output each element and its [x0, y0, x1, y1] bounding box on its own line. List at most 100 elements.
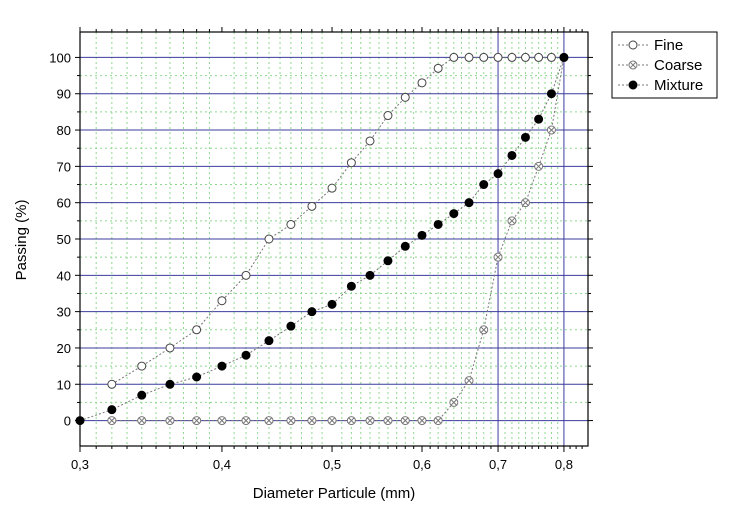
data-point-coarse	[346, 416, 356, 426]
data-point-mixture	[307, 307, 317, 317]
data-point-fine	[107, 379, 117, 389]
data-point-mixture	[534, 114, 544, 124]
data-point-mixture	[346, 281, 356, 291]
y-tick-label: 50	[57, 232, 71, 247]
legend-marker-mixture	[628, 80, 638, 90]
marker-cross	[465, 377, 473, 384]
x-tick-label: 0,3	[71, 457, 89, 472]
data-point-coarse	[165, 416, 175, 426]
y-axis-title: Passing (%)	[13, 200, 30, 281]
marker-cross	[535, 163, 542, 170]
data-point-fine	[520, 52, 530, 62]
data-point-fine	[307, 201, 317, 211]
marker-cross	[328, 417, 336, 424]
data-point-fine	[464, 52, 474, 62]
x-tick-label: 0,5	[323, 457, 341, 472]
x-axis-title: Diameter Particule (mm)	[253, 485, 416, 502]
legend: Fine Coarse Mixture	[611, 31, 718, 99]
marker-cross	[629, 61, 637, 69]
data-point-fine	[327, 183, 337, 193]
data-point-mixture	[464, 198, 474, 208]
axis-titles: Diameter Particule (mm) Passing (%)	[13, 200, 415, 502]
data-point-mixture	[400, 241, 410, 251]
y-tick-label: 100	[49, 50, 71, 65]
marker-cross	[450, 399, 457, 406]
data-point-mixture	[217, 361, 227, 371]
legend-marker-fine	[628, 40, 638, 50]
x-tick-label: 0,6	[413, 457, 431, 472]
marker-cross	[418, 417, 426, 424]
y-tick-label: 70	[57, 159, 71, 174]
y-tick-label: 20	[57, 341, 71, 356]
data-point-fine	[346, 158, 356, 168]
marker-cross	[384, 417, 392, 424]
marker-cross	[287, 417, 295, 424]
y-tick-label: 90	[57, 87, 71, 102]
marker-cross	[138, 417, 145, 424]
data-point-coarse	[286, 416, 296, 426]
x-tick-label: 0,7	[489, 457, 507, 472]
data-point-mixture	[75, 416, 85, 426]
marker-cross	[242, 417, 250, 424]
data-point-mixture	[520, 132, 530, 142]
data-point-coarse	[264, 416, 274, 426]
y-tick-label: 40	[57, 268, 71, 283]
data-point-coarse	[546, 125, 556, 135]
data-point-mixture	[165, 379, 175, 389]
data-point-fine	[400, 92, 410, 102]
legend-label-coarse: Coarse	[654, 57, 702, 74]
data-point-fine	[137, 361, 147, 371]
data-point-fine	[165, 343, 175, 353]
x-tick-label: 0,4	[213, 457, 231, 472]
data-point-mixture	[286, 321, 296, 331]
data-point-fine	[493, 52, 503, 62]
data-point-coarse	[433, 416, 443, 426]
marker-cross	[108, 417, 115, 424]
data-point-fine	[264, 234, 274, 244]
marker-cross	[218, 417, 226, 424]
data-point-coarse	[464, 376, 474, 386]
data-point-mixture	[365, 270, 375, 280]
data-point-mixture	[264, 336, 274, 346]
data-point-fine	[286, 219, 296, 229]
data-point-coarse	[217, 416, 227, 426]
data-point-coarse	[507, 216, 517, 226]
data-point-mixture	[327, 299, 337, 309]
data-point-coarse	[107, 416, 117, 426]
data-point-mixture	[107, 405, 117, 415]
data-point-fine	[217, 296, 227, 306]
data-point-coarse	[137, 416, 147, 426]
data-point-mixture	[137, 390, 147, 400]
y-tick-label: 80	[57, 123, 71, 138]
data-point-fine	[383, 111, 393, 121]
data-point-fine	[417, 78, 427, 88]
data-point-coarse	[417, 416, 427, 426]
marker-cross	[508, 217, 516, 224]
data-point-fine	[534, 52, 544, 62]
data-point-mixture	[493, 169, 503, 179]
data-point-mixture	[433, 219, 443, 229]
marker-cross	[522, 199, 529, 206]
axis-ticks: 0 10 20 30 40 50 60 70 80 90 100 0,3 0,4 0,5 0,6 0,7 0,8	[49, 27, 593, 472]
legend-label-fine: Fine	[654, 37, 683, 54]
marker-cross	[435, 417, 442, 424]
data-point-coarse	[534, 161, 544, 171]
data-point-mixture	[507, 150, 517, 160]
data-point-coarse	[365, 416, 375, 426]
marker-cross	[494, 254, 502, 261]
data-point-fine	[433, 63, 443, 73]
data-point-mixture	[192, 372, 202, 382]
data-point-mixture	[559, 52, 569, 62]
data-point-mixture	[241, 350, 251, 360]
data-point-fine	[479, 52, 489, 62]
legend-marker-coarse	[628, 60, 638, 70]
y-tick-label: 10	[57, 377, 71, 392]
data-point-fine	[241, 270, 251, 280]
data-point-fine	[192, 325, 202, 335]
data-point-coarse	[241, 416, 251, 426]
y-tick-label: 30	[57, 305, 71, 320]
data-point-mixture	[479, 180, 489, 190]
data-point-fine	[507, 52, 517, 62]
marker-cross	[402, 417, 409, 424]
data-point-fine	[546, 52, 556, 62]
